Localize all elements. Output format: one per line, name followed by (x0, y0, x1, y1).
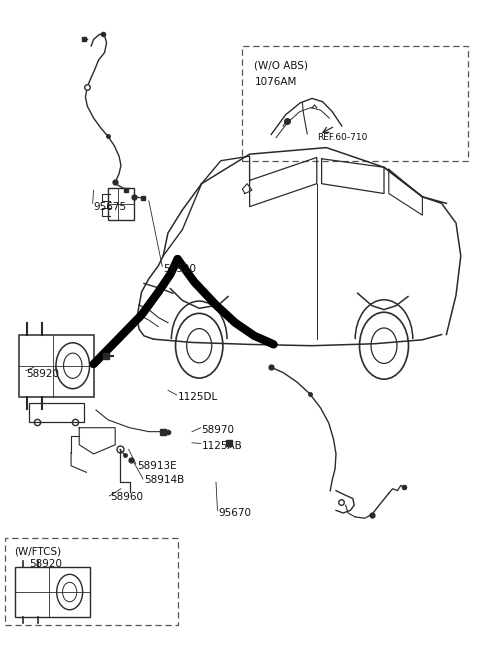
Text: (W/FTCS): (W/FTCS) (14, 546, 61, 556)
Text: 1125AB: 1125AB (202, 441, 242, 451)
Text: 95675: 95675 (94, 201, 127, 212)
Text: 58970: 58970 (202, 424, 235, 435)
Text: REF.60-710: REF.60-710 (317, 133, 367, 142)
Text: 58920: 58920 (29, 559, 62, 569)
Text: 1076AM: 1076AM (254, 77, 297, 87)
Text: 58960: 58960 (110, 492, 144, 502)
Text: 58920: 58920 (163, 264, 196, 274)
Text: 58920: 58920 (26, 369, 60, 379)
Text: 58914B: 58914B (144, 475, 184, 485)
Text: 95670: 95670 (218, 508, 252, 518)
Bar (15, 567, 90, 617)
Text: 1125DL: 1125DL (178, 392, 218, 402)
Text: (W/O ABS): (W/O ABS) (254, 60, 308, 71)
Bar (108, 188, 134, 220)
Bar (29, 403, 84, 422)
Bar (19, 335, 94, 397)
Bar (242, 46, 468, 161)
Text: 58913E: 58913E (137, 461, 177, 471)
Bar (5, 538, 178, 625)
